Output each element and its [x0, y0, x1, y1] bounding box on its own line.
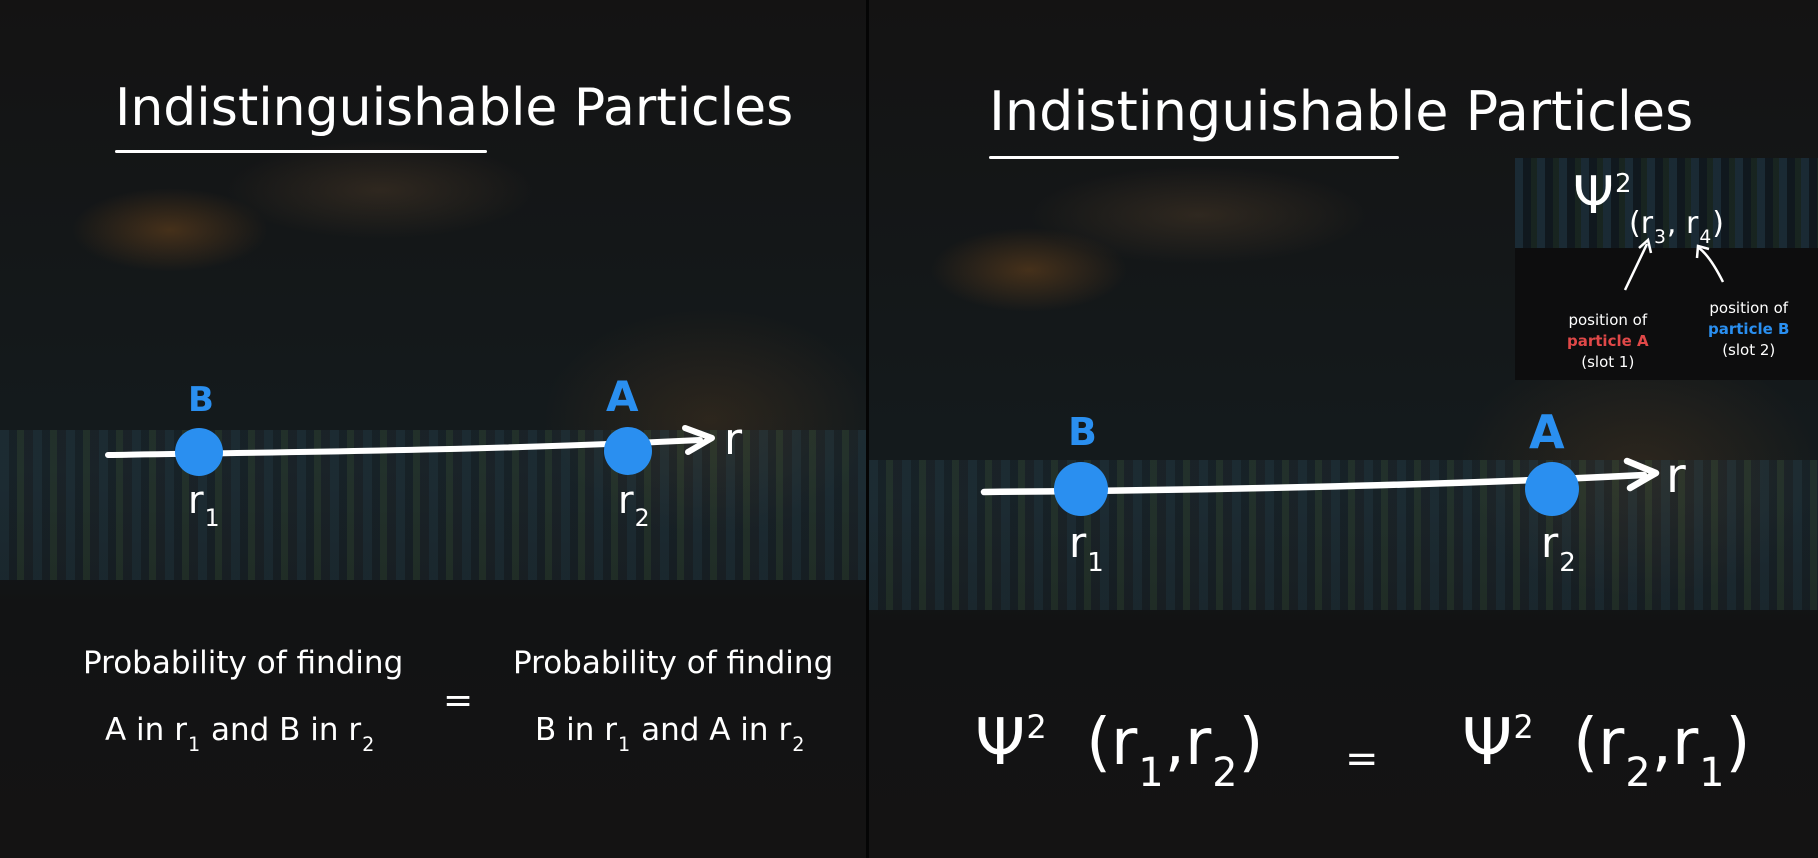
title-right: Indistinguishable Particles: [989, 80, 1694, 143]
note-line: position of: [1709, 299, 1789, 317]
r-symbol: r: [1640, 206, 1654, 241]
paren: ): [1712, 206, 1724, 241]
subscript: 1: [187, 732, 201, 756]
subscript: 2: [792, 732, 805, 756]
r-symbol: r: [1541, 518, 1559, 567]
r-symbol: r: [188, 478, 204, 522]
superscript: 2: [1513, 708, 1534, 747]
equation-lhs: Ψ2 (r1,r2): [975, 706, 1264, 796]
lhs-line1: Probability of finding: [83, 645, 404, 681]
subscript: 2: [362, 732, 375, 756]
subscript: 1: [1138, 749, 1164, 796]
particle-a-label: A: [606, 372, 639, 421]
subscript: 1: [618, 732, 631, 756]
particle-a-dot: [1525, 462, 1579, 516]
comma: ,: [1164, 706, 1185, 780]
left-panel: Indistinguishable Particles r B A r1 r2 …: [0, 0, 869, 858]
arrow-icon: [1698, 247, 1725, 283]
note-particle-b: position of particle B (slot 2): [1708, 298, 1789, 361]
r-symbol: r: [1069, 518, 1087, 567]
inset-psi: Ψ2: [1573, 166, 1632, 226]
subscript: 4: [1699, 227, 1712, 249]
equals-sign: =: [443, 680, 474, 721]
position-r2: r2: [1541, 518, 1577, 578]
r-symbol: r: [348, 712, 362, 748]
r-symbol: r: [778, 712, 792, 748]
title-underline: [115, 150, 487, 153]
superscript: 2: [1614, 169, 1632, 200]
rhs-line1: Probability of finding: [513, 645, 834, 681]
right-panel: Indistinguishable Particles Ψ2 (r3, r4) …: [869, 0, 1818, 858]
paren: ): [1238, 706, 1264, 780]
axis-label-r: r: [724, 414, 743, 465]
r-symbol: r: [1686, 206, 1699, 241]
r-symbol: r: [174, 712, 187, 748]
text: and B in: [201, 712, 349, 748]
psi-symbol: Ψ: [975, 706, 1026, 780]
rhs-line2: B in r1 and A in r2: [535, 712, 805, 756]
paren-r: (r: [1573, 706, 1625, 780]
paren-r: (r: [1086, 706, 1138, 780]
position-r1: r1: [188, 478, 221, 532]
text: and A in: [631, 712, 779, 748]
subscript: 2: [1625, 749, 1651, 796]
subscript: 1: [1699, 749, 1725, 796]
arrow-head-icon: [1695, 244, 1710, 259]
axis-label-r: r: [1666, 448, 1686, 504]
position-r2: r2: [618, 478, 651, 532]
r-symbol: r: [618, 478, 634, 522]
note-line-particle-b: particle B: [1708, 320, 1790, 338]
r-symbol: r: [604, 712, 617, 748]
note-line: (slot 2): [1722, 341, 1776, 359]
particle-b-dot: [175, 428, 223, 476]
text: A in: [105, 712, 175, 748]
title-left: Indistinguishable Particles: [115, 78, 794, 138]
axis-diagram-left: [105, 425, 715, 476]
inset-arguments: (r3, r4): [1629, 206, 1724, 248]
psi-symbol: Ψ: [1462, 706, 1513, 780]
particle-b-label: B: [188, 380, 214, 420]
note-line: (slot 1): [1581, 353, 1635, 371]
equation-rhs: Ψ2 (r2,r1): [1462, 706, 1751, 796]
note-particle-a: position of particle A (slot 1): [1567, 310, 1649, 373]
subscript: 2: [1212, 749, 1238, 796]
subscript: 2: [634, 503, 650, 532]
particle-a-label: A: [1529, 405, 1565, 459]
arrow-head-icon: [1623, 457, 1660, 492]
position-r1: r1: [1069, 518, 1105, 578]
r-symbol: r: [1671, 706, 1699, 780]
axis-diagram-right: [980, 457, 1660, 516]
psi-notation-inset: Ψ2 (r3, r4) position of particle A (slot…: [1515, 158, 1818, 380]
arrow-head-icon: [1638, 237, 1653, 254]
particle-b-dot: [1054, 462, 1108, 516]
subscript: 1: [1087, 548, 1104, 579]
r-symbol: r: [1184, 706, 1212, 780]
note-line: position of: [1568, 311, 1648, 329]
comma: ,: [1666, 206, 1677, 241]
note-line-particle-a: particle A: [1567, 332, 1649, 350]
inset-arrows: [1623, 237, 1725, 291]
title-underline: [989, 156, 1399, 159]
subscript: 2: [1559, 548, 1576, 579]
text: B in: [535, 712, 605, 748]
equation-equals: =: [1345, 736, 1379, 782]
superscript: 2: [1026, 708, 1047, 747]
paren: (: [1629, 206, 1641, 241]
subscript: 3: [1654, 227, 1666, 249]
subscript: 1: [204, 503, 220, 532]
panel-divider: [866, 0, 869, 858]
particle-b-label: B: [1068, 410, 1097, 454]
particle-a-dot: [604, 427, 652, 475]
arrow-icon: [1623, 243, 1649, 291]
arrow-head-icon: [682, 425, 715, 455]
comma: ,: [1651, 706, 1672, 780]
lhs-line2: A in r1 and B in r2: [105, 712, 375, 756]
paren: ): [1725, 706, 1751, 780]
psi-symbol: Ψ: [1573, 166, 1614, 226]
